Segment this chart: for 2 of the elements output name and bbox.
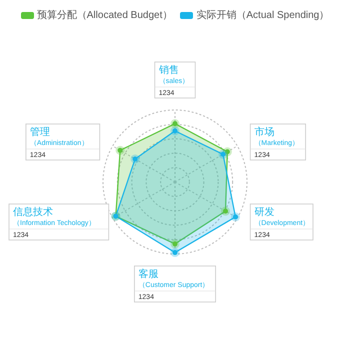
legend-label: 实际开销（Actual Spending） (195, 8, 330, 22)
legend-label: 预算分配（Allocated Budget） (36, 9, 172, 22)
